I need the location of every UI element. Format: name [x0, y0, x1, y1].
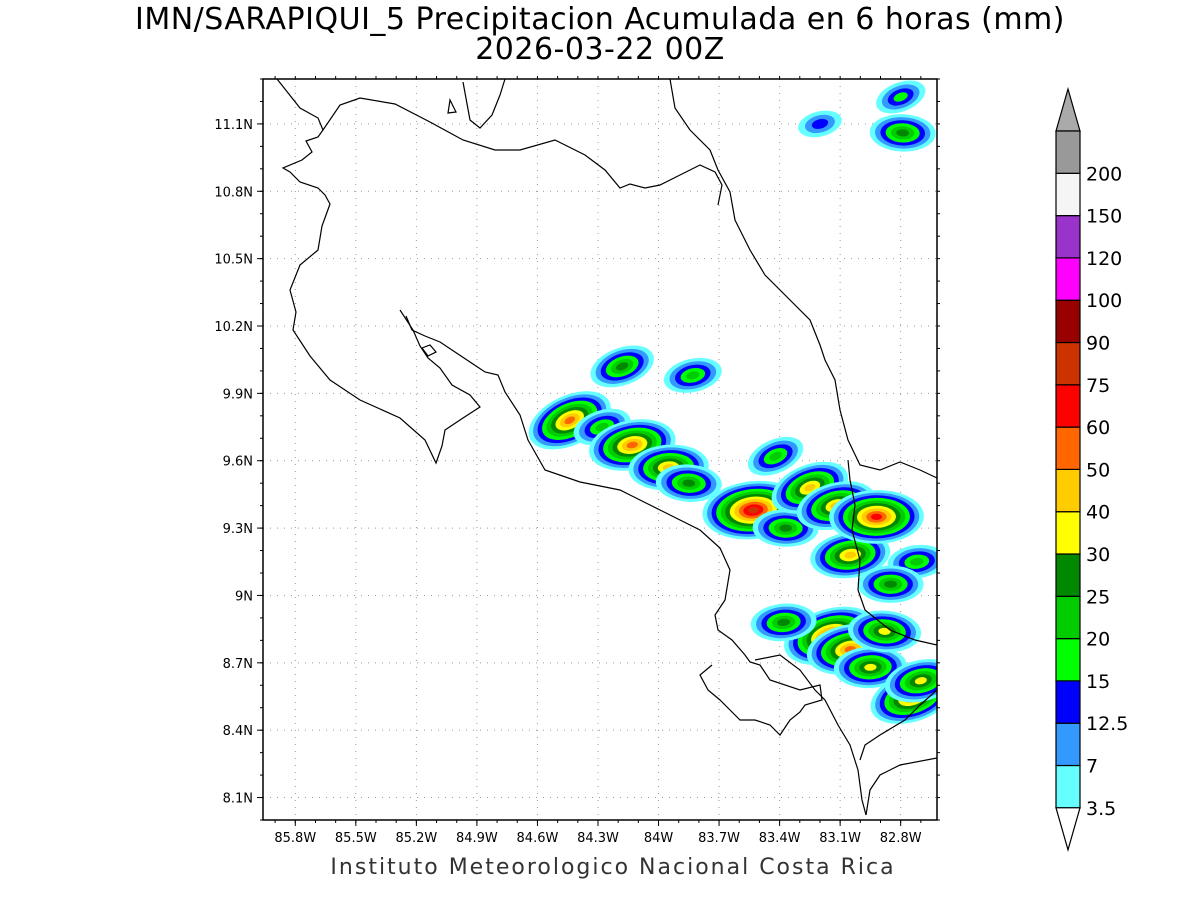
colorbar-swatch	[1055, 215, 1081, 259]
precip-contour	[844, 551, 857, 559]
precip-contour	[626, 441, 638, 449]
colorbar-swatch	[1055, 299, 1081, 344]
precip-contour	[870, 513, 883, 521]
colorbar-level-label: 3.5	[1086, 798, 1116, 820]
precip-contour	[777, 618, 791, 627]
colorbar-level-label: 120	[1086, 248, 1122, 270]
colorbar-swatch	[1055, 680, 1081, 724]
lat-tick-label: 10.8N	[214, 185, 253, 200]
lon-tick-label: 82.8W	[880, 831, 922, 846]
colorbar-above-arrow	[1055, 86, 1081, 132]
colorbar-level-label: 100	[1086, 290, 1122, 312]
lon-tick-label: 83.1W	[819, 831, 861, 846]
map-axes: 85.8W 85.5W 85.2W 84.9W 84.6W 84.3W 84W 83.7W 83…	[214, 76, 940, 846]
precipitation-field	[528, 80, 937, 724]
precip-contour	[747, 506, 759, 514]
map-valid-time: 2026-03-22 00Z	[475, 32, 725, 67]
colorbar-level-label: 12.5	[1086, 713, 1128, 735]
lon-tick-label: 85.2W	[395, 831, 437, 846]
precip-cell	[590, 345, 654, 388]
lon-tick-label: 84.6W	[517, 831, 559, 846]
precip-contour	[878, 627, 891, 635]
precip-contour	[864, 663, 877, 671]
lat-tick-label: 10.2N	[214, 320, 253, 335]
colorbar-level-label: 60	[1086, 417, 1110, 439]
colorbar-level-label: 90	[1086, 333, 1110, 355]
colorbar-level-label: 150	[1086, 206, 1122, 228]
colorbar-swatch	[1055, 722, 1081, 767]
lat-tick-label: 10.5N	[214, 253, 253, 268]
colorbar-swatch	[1055, 257, 1081, 301]
colorbar-level-label: 75	[1086, 375, 1110, 397]
precip-contour	[884, 580, 897, 588]
lat-tick-label: 8.1N	[223, 792, 253, 807]
precip-cell	[869, 114, 936, 152]
precip-cell	[829, 489, 924, 544]
colorbar-level-label: 40	[1086, 502, 1110, 524]
colorbar-level-label: 15	[1086, 671, 1110, 693]
precipitation-colorbar: 3.5 7 12.5 15 20 25 30 40 50 60 75 90 100 120 150 200	[1055, 86, 1128, 852]
precip-cell	[655, 464, 722, 502]
precip-cell	[750, 603, 817, 642]
precip-cell	[747, 436, 804, 476]
colorbar-swatch	[1055, 172, 1081, 217]
map-frame	[262, 78, 938, 821]
colorbar-swatch	[1055, 130, 1081, 174]
lon-tick-label: 84.9W	[456, 831, 498, 846]
lon-tick-label: 85.5W	[335, 831, 377, 846]
lon-tick-label: 84.3W	[577, 831, 619, 846]
colorbar-swatch	[1055, 384, 1081, 428]
lat-tick-label: 9.9N	[223, 387, 253, 402]
precip-contour	[811, 118, 829, 129]
precip-cell	[663, 357, 722, 393]
precip-cell	[887, 544, 937, 579]
colorbar-swatch	[1055, 595, 1081, 640]
lon-tick-label: 84W	[644, 831, 674, 846]
precip-cell	[798, 110, 842, 138]
colorbar-level-label: 20	[1086, 629, 1110, 651]
colorbar-swatch	[1055, 553, 1081, 597]
colorbar-below-arrow	[1055, 807, 1081, 852]
map-title: IMN/SARAPIQUI_5 Precipitacion Acumulada …	[135, 2, 1065, 37]
colorbar-level-label: 30	[1086, 544, 1110, 566]
precip-contour	[910, 557, 924, 566]
lon-tick-label: 85.8W	[274, 831, 316, 846]
colorbar-swatch	[1055, 511, 1081, 555]
precip-contour	[616, 362, 629, 371]
colorbar-level-label: 50	[1086, 459, 1110, 481]
map-footer-credit: Instituto Meteorologico Nacional Costa R…	[330, 855, 896, 880]
lat-tick-label: 9.3N	[223, 522, 253, 537]
precip-cell	[857, 565, 924, 603]
colorbar-swatch	[1055, 764, 1081, 809]
lat-tick-label: 8.7N	[223, 657, 253, 672]
lat-tick-label: 8.4N	[223, 724, 253, 739]
precip-cell	[833, 646, 907, 689]
colorbar-swatch	[1055, 341, 1081, 386]
colorbar-swatch	[1055, 426, 1081, 471]
precip-cell	[847, 610, 922, 653]
precip-contour	[779, 524, 793, 532]
lon-tick-label: 83.4W	[759, 831, 801, 846]
colorbar-level-label: 7	[1086, 756, 1098, 778]
precip-contour	[686, 371, 700, 380]
lat-tick-label: 9.6N	[223, 455, 253, 470]
lat-tick-label: 11.1N	[214, 118, 253, 133]
colorbar-level-label: 200	[1086, 163, 1122, 185]
colorbar-level-label: 25	[1086, 586, 1110, 608]
precip-contour	[682, 479, 696, 487]
precip-contour	[804, 483, 816, 492]
colorbar-swatch	[1055, 468, 1081, 513]
precip-contour	[769, 451, 782, 461]
precip-contour	[896, 129, 910, 137]
precip-contour	[893, 92, 908, 102]
lon-tick-label: 83.7W	[698, 831, 740, 846]
precip-contour	[564, 416, 576, 425]
precip-cell	[876, 80, 926, 114]
coastline-borders	[276, 79, 937, 816]
lat-tick-label: 9N	[235, 589, 253, 604]
colorbar-swatch	[1055, 637, 1081, 682]
precip-contour	[914, 677, 927, 685]
